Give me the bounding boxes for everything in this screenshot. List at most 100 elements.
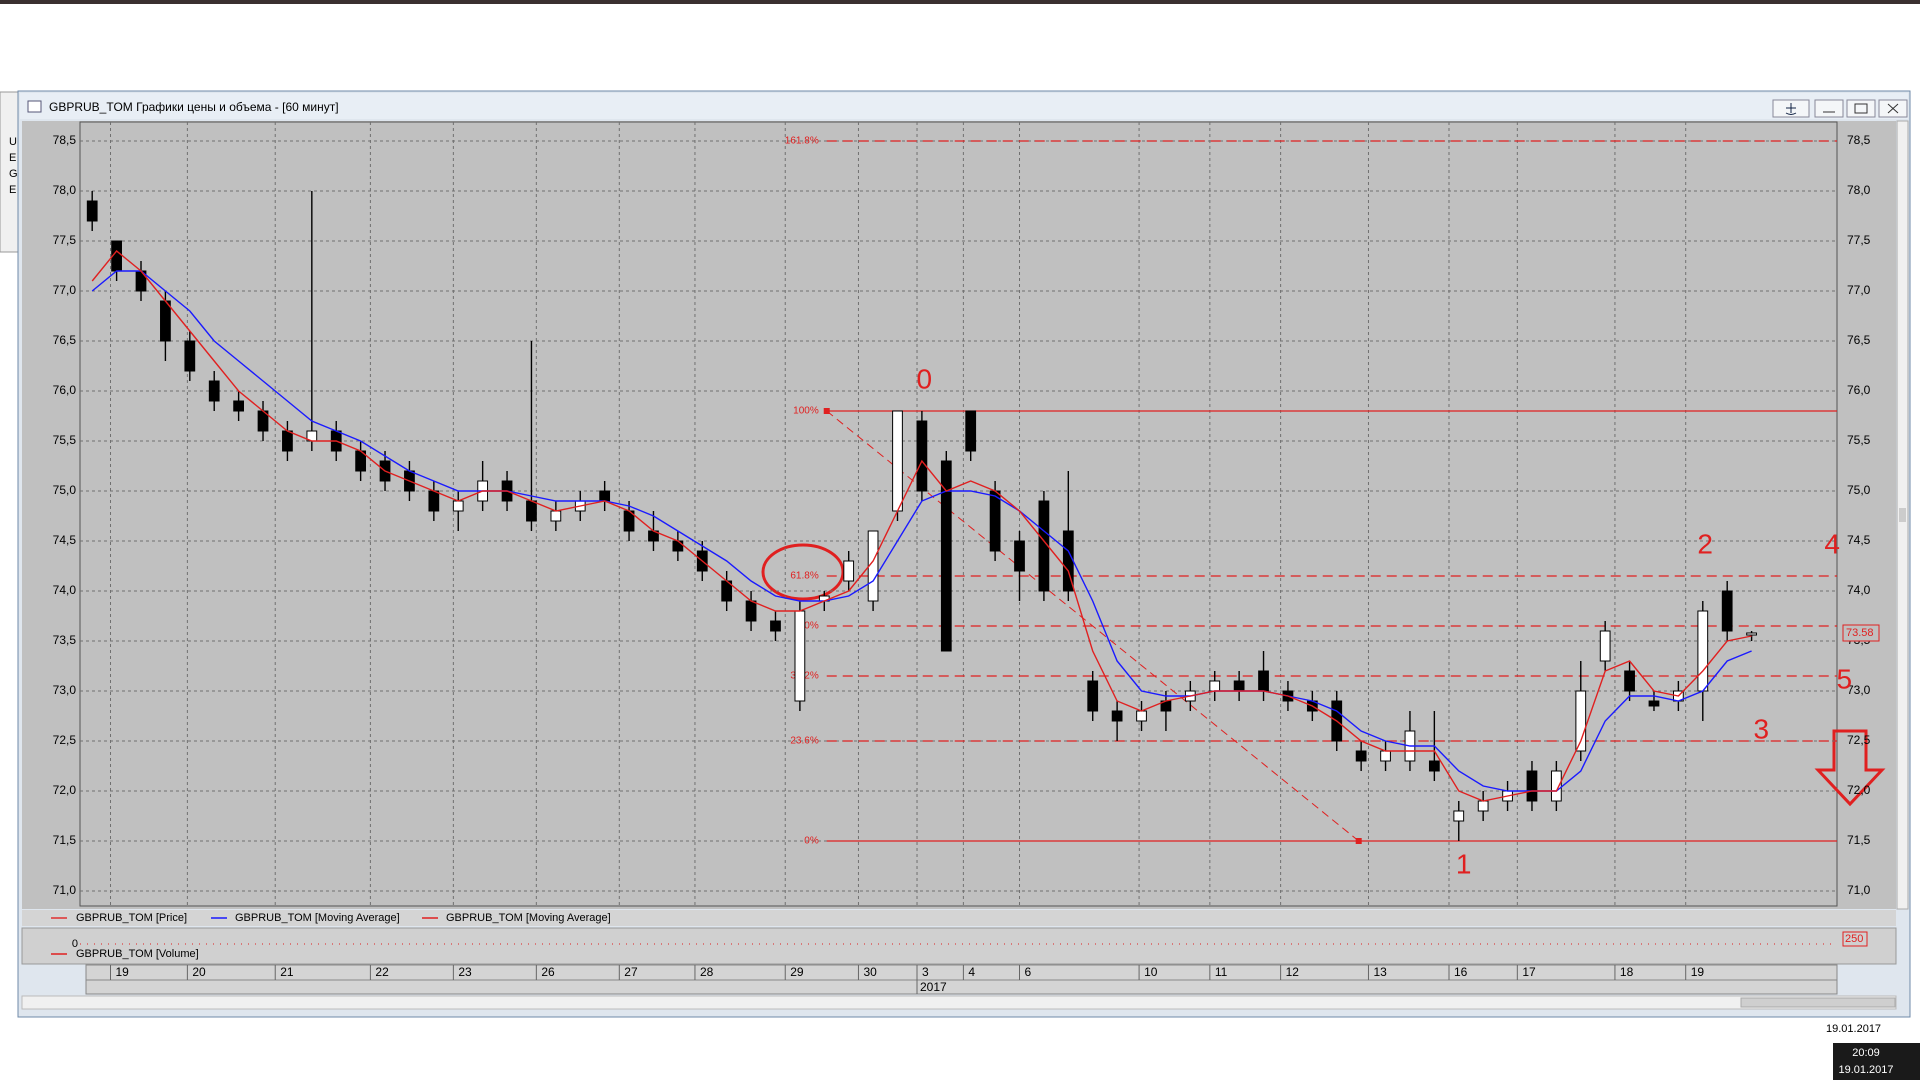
x-tick-label: 6	[1025, 965, 1032, 979]
window-icon	[27, 100, 42, 113]
x-tick-label: 23	[458, 965, 472, 979]
x-tick-label: 19	[116, 965, 130, 979]
candle-body	[526, 500, 537, 522]
candle-body	[672, 540, 684, 552]
candle-body	[843, 560, 855, 582]
legend-label: GBPRUB_TOM [Moving Average]	[235, 912, 400, 924]
annotation: 3	[1754, 713, 1770, 744]
x-tick-label: 26	[541, 965, 555, 979]
y-tick-label: 71,0	[53, 883, 77, 897]
horizontal-scrollbar[interactable]	[21, 995, 1897, 1010]
candle-body	[1526, 770, 1538, 802]
scrollbar-thumb[interactable]	[1740, 997, 1896, 1008]
candle-body	[1624, 670, 1635, 692]
candle-body	[452, 500, 464, 512]
y-tick-label: 75,5	[53, 433, 77, 447]
candle-body	[1453, 810, 1465, 822]
x-tick-label: 12	[1286, 965, 1300, 979]
x-tick-label: 13	[1373, 965, 1387, 979]
candle-body	[770, 620, 781, 632]
candle-body	[1380, 750, 1391, 762]
x-tick-label: 20	[192, 965, 206, 979]
candle-body	[1550, 770, 1562, 802]
down-arrow	[1814, 729, 1886, 807]
candle-body	[208, 380, 220, 402]
candle-body	[428, 490, 440, 512]
x-tick-label: 11	[1215, 965, 1228, 979]
y-tick-label-right: 72,0	[1847, 783, 1871, 797]
candle-body	[1697, 610, 1709, 692]
maximize-button[interactable]	[1846, 99, 1876, 118]
y-tick-label-right: 76,0	[1847, 383, 1871, 397]
clock-time: 20:09	[1852, 1047, 1880, 1059]
y-tick-label: 76,0	[53, 383, 77, 397]
y-tick-label-right: 74,0	[1847, 583, 1871, 597]
y-tick-label-right: 77,5	[1847, 233, 1871, 247]
x-tick-label: 16	[1454, 965, 1468, 979]
y-tick-label: 77,0	[53, 283, 77, 297]
volume-tick-label: 0	[72, 938, 78, 950]
x-tick-label: 18	[1620, 965, 1634, 979]
volume-tick-label: 250	[1845, 933, 1863, 945]
y-tick-label-right: 78,0	[1847, 183, 1871, 197]
y-tick-label: 71,5	[53, 833, 77, 847]
candle-body	[1477, 800, 1489, 812]
y-tick-label: 76,5	[53, 333, 77, 347]
candle-body	[1599, 630, 1611, 662]
fib-label: 0%	[804, 836, 819, 847]
x-tick-label: 4	[968, 965, 975, 979]
annotation: 0	[917, 363, 933, 394]
clock-date: 19.01.2017	[1838, 1064, 1893, 1076]
candle-body	[1111, 710, 1123, 722]
y-tick-label-right: 78,5	[1847, 133, 1871, 147]
x-tick-label: 17	[1522, 965, 1536, 979]
annotation: 5	[1837, 663, 1853, 694]
y-tick-label-right: 74,5	[1847, 533, 1871, 547]
legend-row	[22, 910, 1896, 926]
scrollbar-thumb[interactable]	[1899, 508, 1906, 522]
fib-label: 50%	[799, 621, 819, 632]
y-tick-label-right: 75,0	[1847, 483, 1871, 497]
fib-label: 161.8%	[785, 136, 819, 147]
candle-body	[599, 490, 611, 502]
close-icon	[1887, 103, 1899, 114]
clock	[1833, 1043, 1920, 1080]
candle-body	[1258, 670, 1269, 692]
y-tick-label: 72,0	[53, 783, 77, 797]
y-tick-label: 78,5	[53, 133, 77, 147]
x-tick-label: 19	[1691, 965, 1705, 979]
y-tick-label: 74,0	[53, 583, 77, 597]
x-tick-label: 21	[280, 965, 294, 979]
volume-panel	[21, 927, 1897, 965]
maximize-icon	[1854, 103, 1868, 114]
y-tick-label-right: 72,5	[1847, 733, 1871, 747]
title-bar	[20, 93, 1908, 119]
y-tick-label: 72,5	[53, 733, 77, 747]
year-label: 2017	[920, 980, 947, 994]
fragment-text: E	[9, 152, 16, 164]
y-tick-label-right: 75,5	[1847, 433, 1871, 447]
x-tick-label: 22	[375, 965, 389, 979]
trend-line	[826, 410, 1360, 842]
minimize-button[interactable]	[1814, 99, 1844, 118]
annotation: 1	[1456, 848, 1472, 879]
candle-body	[1209, 680, 1221, 692]
fragment-text: G	[9, 168, 18, 180]
y-tick-label: 74,5	[53, 533, 77, 547]
x-tick-label: 30	[863, 965, 877, 979]
top-strip	[0, 0, 1920, 4]
date-text: 19.01.2017	[1826, 1023, 1881, 1035]
fragment-text: E	[9, 184, 16, 196]
candle-body	[916, 420, 928, 492]
candle-body	[965, 410, 977, 452]
fragment-text: U	[9, 136, 17, 148]
candle-body	[1136, 710, 1147, 722]
moving-average-line	[91, 250, 1752, 802]
y-tick-label-right: 73,0	[1847, 683, 1871, 697]
candle-body	[1355, 750, 1367, 762]
plot-area	[79, 121, 1838, 907]
volume-max-box	[1842, 931, 1868, 947]
pin-icon	[1785, 103, 1797, 115]
x-tick-label: 29	[790, 965, 804, 979]
